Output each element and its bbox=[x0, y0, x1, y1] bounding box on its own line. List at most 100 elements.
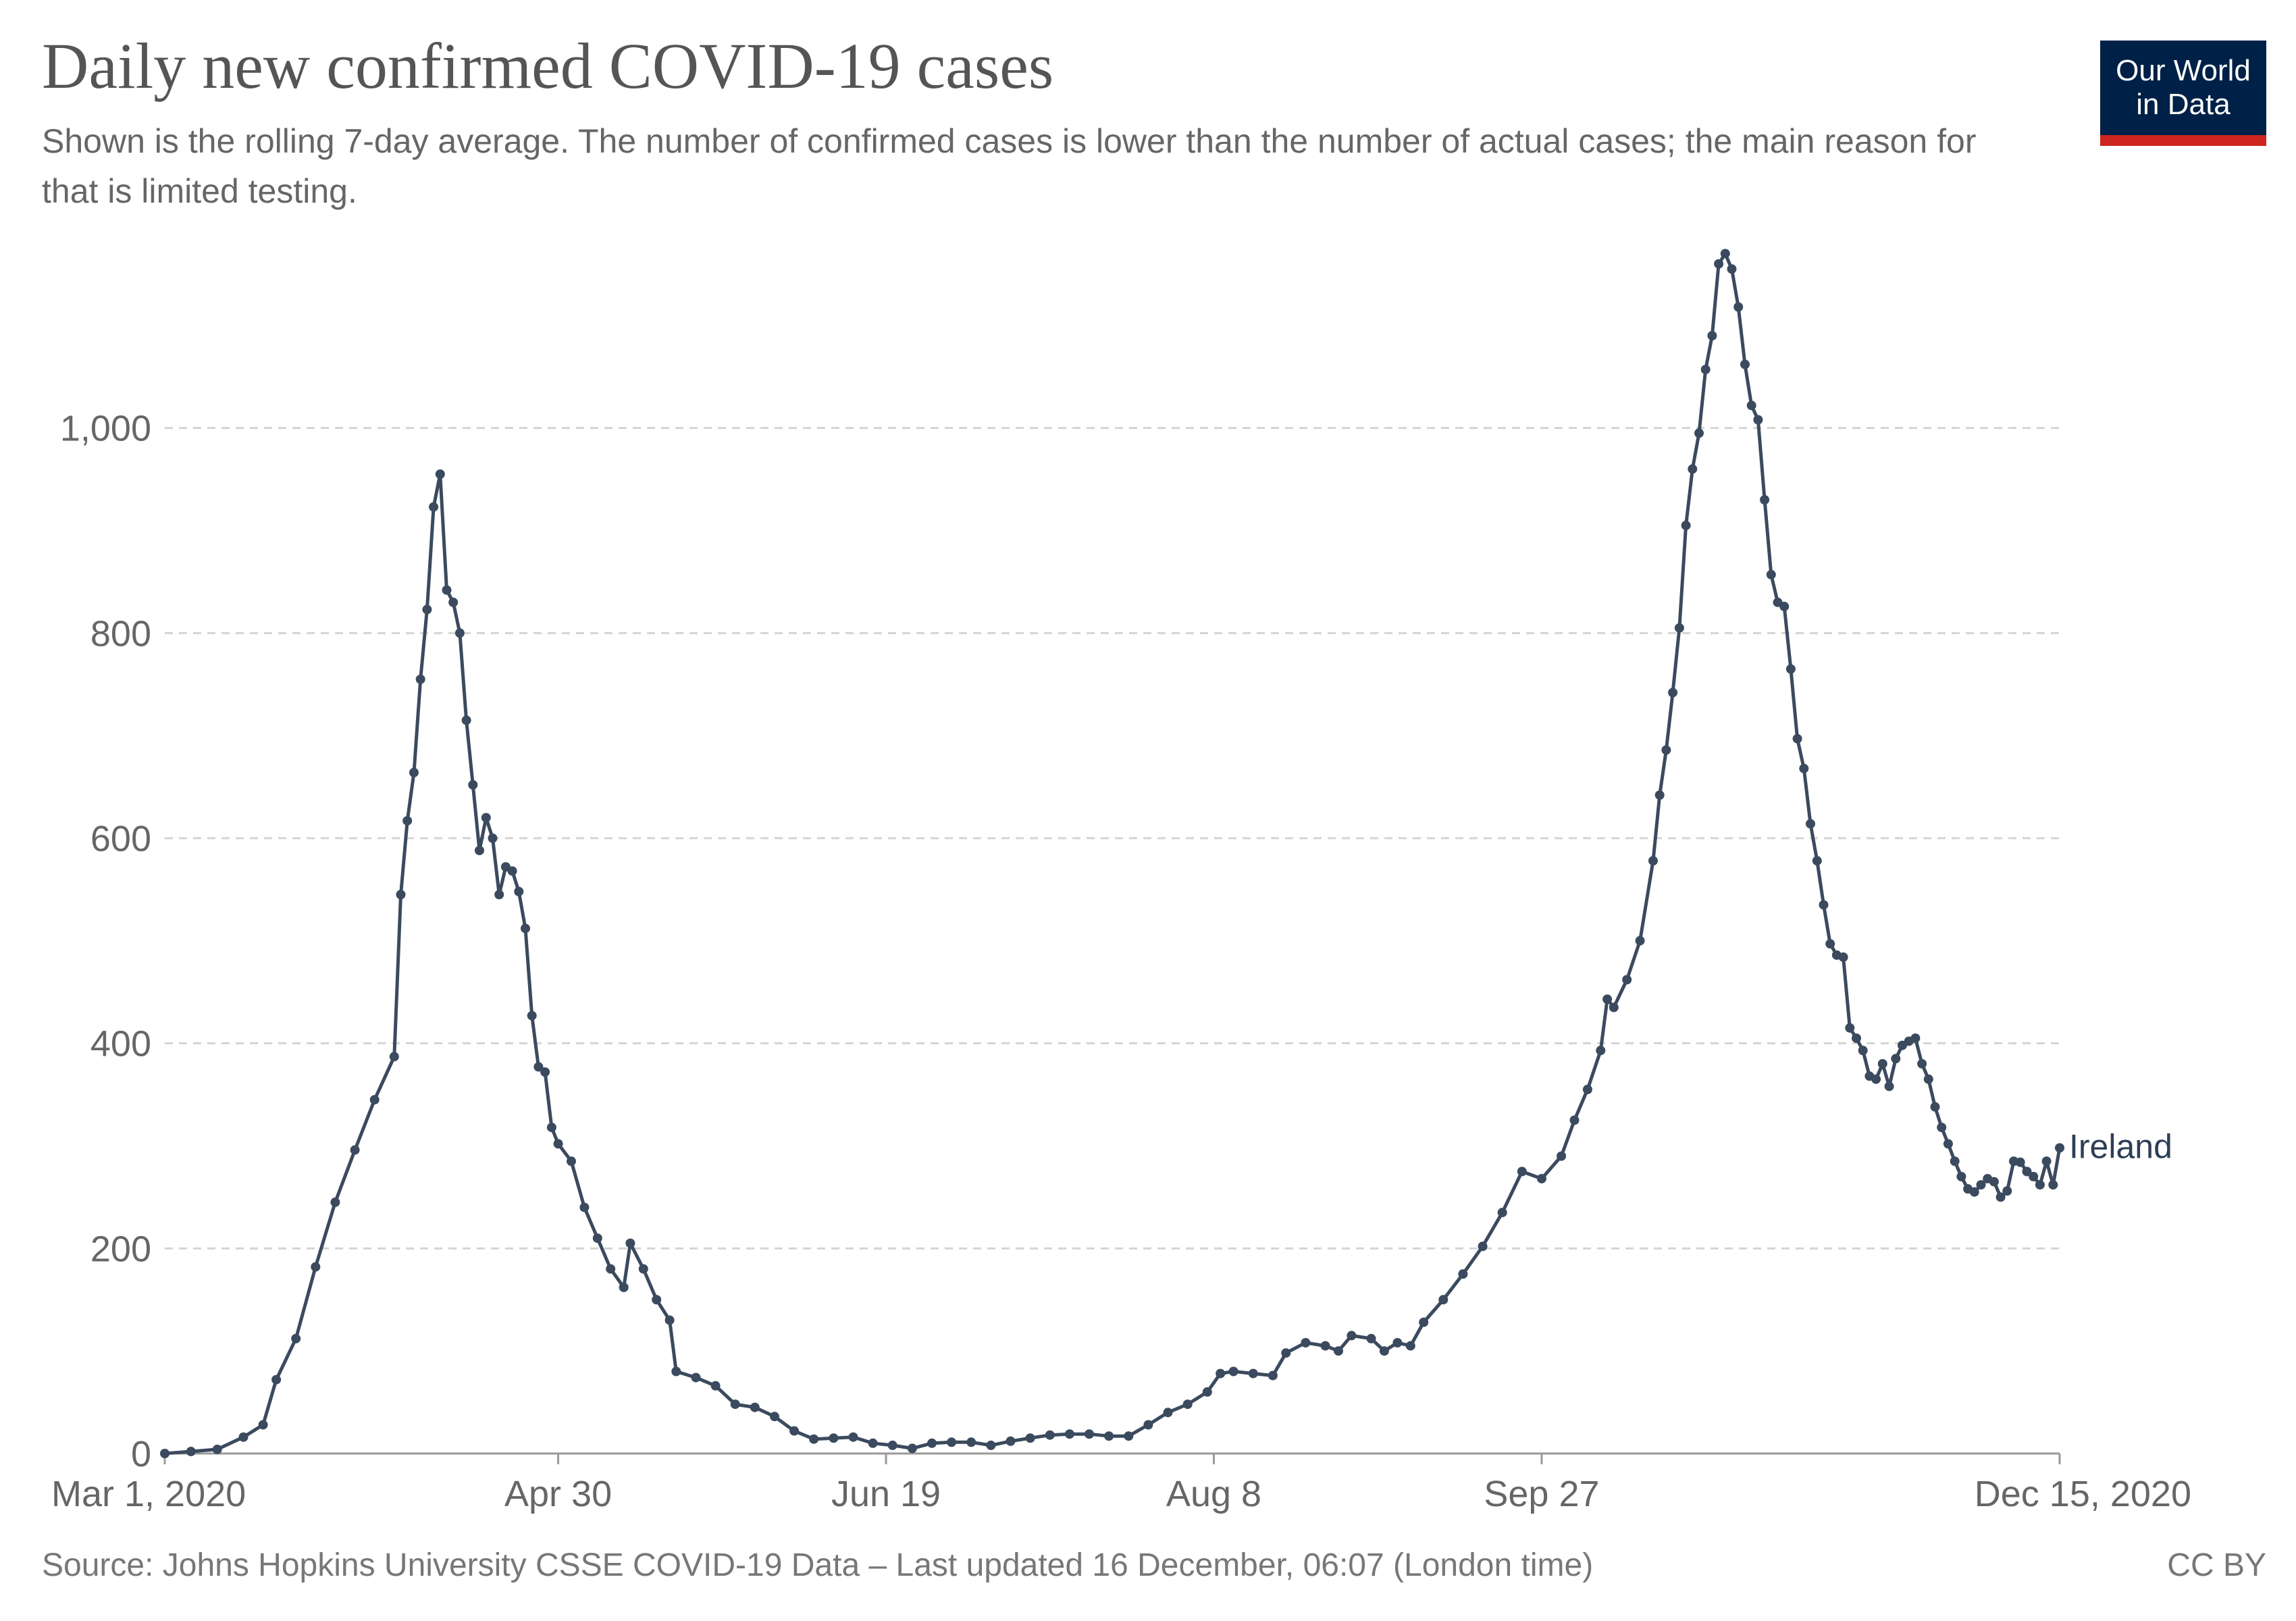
data-point bbox=[1582, 1085, 1592, 1094]
data-point bbox=[1064, 1429, 1074, 1439]
data-point bbox=[1045, 1430, 1055, 1440]
data-point bbox=[1366, 1333, 1376, 1343]
data-point bbox=[691, 1372, 701, 1383]
data-point bbox=[1910, 1033, 1921, 1044]
data-point bbox=[1740, 359, 1750, 369]
data-point bbox=[1609, 1002, 1619, 1012]
series-line bbox=[163, 252, 2062, 1456]
data-point bbox=[2015, 1157, 2025, 1167]
x-tick-label: Apr 30 bbox=[504, 1474, 612, 1514]
data-point bbox=[1006, 1436, 1016, 1446]
data-point bbox=[475, 846, 484, 856]
y-tick-label: 800 bbox=[90, 613, 151, 654]
data-point bbox=[1517, 1166, 1527, 1177]
data-point bbox=[1727, 264, 1737, 274]
data-point bbox=[1819, 900, 1829, 910]
data-point bbox=[1694, 428, 1704, 438]
series-ireland[interactable]: Ireland bbox=[160, 249, 2172, 1459]
data-point bbox=[927, 1438, 937, 1448]
data-point bbox=[986, 1440, 996, 1450]
data-point bbox=[579, 1202, 590, 1212]
data-point bbox=[1989, 1177, 1999, 1187]
data-point bbox=[415, 674, 425, 684]
data-point bbox=[481, 813, 491, 823]
data-point bbox=[212, 1444, 222, 1454]
data-point bbox=[527, 1010, 537, 1021]
data-point bbox=[1124, 1431, 1134, 1441]
data-point bbox=[1976, 1180, 1986, 1190]
x-tick-label: Dec 15, 2020 bbox=[1975, 1474, 2191, 1514]
data-point bbox=[2002, 1186, 2012, 1196]
data-point bbox=[1688, 464, 1698, 474]
data-point bbox=[1792, 734, 1802, 744]
data-point bbox=[947, 1437, 957, 1447]
data-point bbox=[907, 1443, 917, 1453]
source-note: Source: Johns Hopkins University CSSE CO… bbox=[42, 1547, 1594, 1583]
data-point bbox=[966, 1437, 976, 1447]
gridlines bbox=[165, 427, 2060, 1250]
data-point bbox=[1700, 365, 1711, 375]
owid-logo[interactable]: Our World in Data bbox=[2100, 41, 2266, 146]
data-point bbox=[1419, 1317, 1429, 1327]
data-point bbox=[369, 1095, 380, 1105]
data-point bbox=[533, 1062, 544, 1072]
owid-logo-line-2: in Data bbox=[2136, 88, 2230, 121]
data-point bbox=[186, 1447, 196, 1456]
data-point bbox=[2029, 1172, 2039, 1181]
y-tick-label: 600 bbox=[90, 819, 151, 859]
data-point bbox=[1707, 331, 1717, 340]
data-point bbox=[540, 1067, 550, 1077]
data-point bbox=[1143, 1420, 1153, 1430]
data-point bbox=[1596, 1046, 1606, 1056]
x-tick-label: Mar 1, 2020 bbox=[51, 1474, 246, 1514]
license-link[interactable]: CC BY bbox=[2167, 1547, 2266, 1583]
data-point bbox=[1845, 1023, 1855, 1033]
data-point bbox=[488, 833, 498, 843]
y-tick-label: 200 bbox=[90, 1229, 151, 1269]
data-point bbox=[1668, 688, 1678, 698]
data-point bbox=[1937, 1123, 1947, 1133]
data-point bbox=[1347, 1331, 1357, 1341]
data-point bbox=[1301, 1338, 1311, 1347]
data-point bbox=[553, 1139, 563, 1149]
data-point bbox=[1438, 1295, 1449, 1305]
x-tick-label: Sep 27 bbox=[1484, 1474, 1599, 1514]
data-point bbox=[868, 1438, 878, 1448]
data-point bbox=[311, 1262, 321, 1272]
data-point bbox=[402, 816, 413, 826]
data-point bbox=[1943, 1139, 1953, 1149]
series-label-ireland: Ireland bbox=[2069, 1128, 2172, 1166]
data-point bbox=[429, 502, 439, 512]
data-point bbox=[1891, 1054, 1901, 1064]
data-point bbox=[1746, 401, 1756, 411]
data-point bbox=[507, 866, 517, 876]
data-point bbox=[1720, 249, 1730, 259]
data-point bbox=[1995, 1192, 2006, 1202]
data-point bbox=[521, 923, 530, 933]
data-point bbox=[730, 1399, 740, 1410]
data-point bbox=[1858, 1046, 1868, 1056]
data-point bbox=[592, 1233, 602, 1243]
data-point bbox=[638, 1264, 648, 1274]
x-tick-label: Jun 19 bbox=[831, 1474, 941, 1514]
data-point bbox=[461, 715, 471, 725]
data-point bbox=[271, 1374, 282, 1385]
data-point bbox=[1681, 520, 1691, 530]
data-point bbox=[1661, 745, 1671, 755]
data-point bbox=[1654, 790, 1665, 800]
data-point bbox=[2022, 1166, 2032, 1177]
data-point bbox=[1392, 1338, 1403, 1347]
data-point bbox=[809, 1434, 819, 1444]
data-point bbox=[1785, 664, 1796, 674]
x-tick-label: Aug 8 bbox=[1166, 1474, 1261, 1514]
data-point bbox=[454, 628, 465, 638]
data-point bbox=[567, 1156, 576, 1166]
data-point bbox=[2048, 1180, 2058, 1190]
data-point bbox=[1281, 1348, 1291, 1358]
data-point bbox=[238, 1432, 249, 1442]
data-point bbox=[1025, 1433, 1035, 1443]
data-point bbox=[2055, 1143, 2064, 1153]
data-point bbox=[1557, 1151, 1567, 1161]
data-point bbox=[1635, 935, 1645, 946]
